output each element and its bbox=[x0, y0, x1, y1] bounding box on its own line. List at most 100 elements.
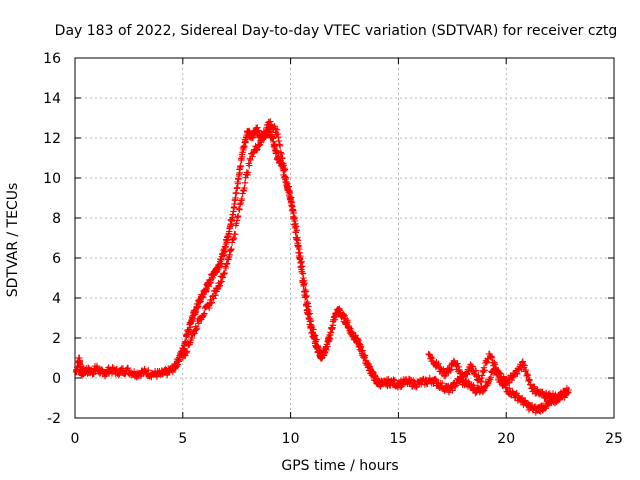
data-point-fill bbox=[193, 325, 201, 332]
data-point-fill bbox=[522, 366, 530, 374]
data-point-fill bbox=[450, 357, 457, 364]
data-point bbox=[546, 392, 553, 400]
data-point-fill bbox=[455, 363, 462, 370]
y-tick-label: 14 bbox=[43, 91, 61, 107]
data-point bbox=[72, 368, 80, 376]
data-point bbox=[179, 354, 186, 362]
x-tick-label: 5 bbox=[178, 431, 187, 447]
data-point bbox=[507, 388, 514, 396]
data-points bbox=[72, 118, 572, 416]
data-point-fill bbox=[195, 303, 202, 310]
data-point bbox=[537, 390, 544, 398]
data-point bbox=[520, 360, 527, 368]
data-point bbox=[511, 370, 518, 378]
data-point bbox=[274, 130, 281, 138]
data-point-fill bbox=[77, 364, 85, 371]
grid bbox=[75, 58, 614, 418]
data-point-fill bbox=[239, 190, 246, 197]
data-point-fill bbox=[193, 326, 200, 333]
data-point-fill bbox=[301, 280, 308, 287]
data-point-fill bbox=[483, 358, 491, 366]
data-point bbox=[541, 402, 549, 410]
data-point bbox=[164, 368, 171, 376]
data-point-fill bbox=[390, 376, 397, 383]
data-point bbox=[528, 384, 536, 392]
data-point bbox=[438, 382, 445, 390]
data-point bbox=[132, 370, 139, 378]
data-point-fill bbox=[280, 162, 287, 169]
data-point bbox=[205, 302, 212, 310]
data-point-fill bbox=[253, 147, 260, 154]
data-point-fill bbox=[481, 367, 488, 374]
data-point-fill bbox=[275, 137, 283, 145]
data-point bbox=[205, 280, 212, 288]
data-point-fill bbox=[470, 382, 477, 389]
data-point-fill bbox=[296, 245, 303, 253]
data-point-fill bbox=[183, 348, 191, 355]
data-point bbox=[455, 376, 462, 384]
data-point-fill bbox=[221, 269, 228, 277]
data-point bbox=[248, 134, 255, 142]
data-point-fill bbox=[262, 128, 270, 135]
data-point-fill bbox=[312, 332, 319, 339]
data-point bbox=[464, 380, 471, 388]
data-point bbox=[386, 378, 393, 386]
data-point-fill bbox=[487, 374, 494, 381]
data-point-fill bbox=[477, 377, 485, 385]
data-point-fill bbox=[303, 292, 310, 300]
data-point-fill bbox=[218, 278, 225, 285]
data-point bbox=[533, 406, 540, 414]
data-point-fill bbox=[302, 293, 309, 301]
data-point bbox=[78, 370, 85, 378]
data-point-fill bbox=[207, 296, 214, 304]
data-point bbox=[300, 274, 307, 282]
data-point bbox=[317, 354, 324, 362]
data-point-fill bbox=[302, 288, 310, 295]
data-point bbox=[123, 366, 130, 374]
data-point bbox=[334, 306, 342, 314]
data-point bbox=[515, 394, 523, 402]
data-point bbox=[235, 172, 243, 180]
data-point bbox=[369, 370, 376, 378]
x-tick-label: 20 bbox=[497, 431, 515, 447]
data-point-fill bbox=[410, 377, 417, 384]
data-point-fill bbox=[224, 260, 231, 267]
data-point bbox=[339, 312, 346, 320]
data-point-fill bbox=[464, 371, 471, 378]
data-point bbox=[421, 378, 428, 386]
data-point bbox=[485, 350, 493, 358]
data-point-fill bbox=[283, 180, 291, 187]
data-point-fill bbox=[281, 165, 288, 172]
data-point bbox=[563, 390, 570, 398]
data-point bbox=[99, 370, 107, 378]
data-point-fill bbox=[298, 258, 305, 265]
data-point bbox=[252, 124, 260, 132]
chart-title: Day 183 of 2022, Sidereal Day-to-day VTE… bbox=[55, 23, 618, 39]
data-point-fill bbox=[294, 237, 302, 244]
data-point-fill bbox=[262, 129, 269, 136]
data-point bbox=[477, 378, 484, 386]
data-point bbox=[380, 380, 387, 388]
data-point bbox=[434, 362, 441, 370]
data-point-fill bbox=[521, 362, 528, 369]
data-point-fill bbox=[212, 292, 219, 299]
plot-frame bbox=[74, 57, 615, 419]
y-tick-label: 10 bbox=[43, 171, 61, 187]
data-point-fill bbox=[276, 141, 283, 148]
data-point-fill bbox=[225, 256, 232, 263]
x-tick-label: 0 bbox=[71, 431, 80, 447]
data-point bbox=[446, 386, 454, 394]
data-point-fill bbox=[230, 236, 237, 243]
data-point-fill bbox=[524, 372, 531, 379]
data-point bbox=[240, 186, 247, 194]
data-point bbox=[412, 380, 419, 388]
data-point bbox=[365, 362, 372, 370]
data-point-fill bbox=[233, 220, 240, 227]
data-point-fill bbox=[236, 206, 243, 213]
data-point-fill bbox=[454, 360, 461, 367]
data-point bbox=[231, 230, 238, 238]
data-point bbox=[192, 306, 199, 314]
data-point-fill bbox=[479, 372, 486, 379]
data-point bbox=[76, 354, 83, 362]
